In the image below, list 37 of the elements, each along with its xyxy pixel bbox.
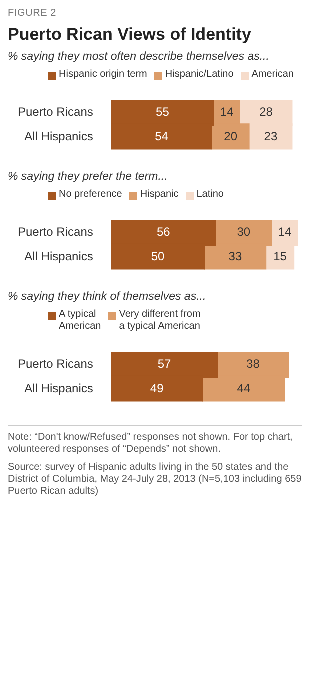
data-label: 54: [155, 130, 169, 144]
data-label: 49: [150, 382, 164, 396]
y-tick-label: All Hispanics: [24, 250, 94, 264]
data-label: 56: [156, 224, 171, 239]
data-label: 44: [237, 382, 251, 396]
data-label: 30: [237, 224, 251, 239]
data-label: 14: [278, 224, 292, 239]
legend-label: American: [252, 69, 294, 81]
legend-label: Very different from a typical American: [119, 309, 201, 333]
y-tick-label: All Hispanics: [24, 382, 94, 396]
y-tick-label: Puerto Ricans: [18, 224, 94, 239]
data-label: 50: [151, 250, 166, 264]
chart-subtitle: % saying they most often describe themselves as...: [8, 51, 270, 63]
caption: FIGURE 2: [8, 8, 58, 19]
legend-label: Hispanic: [140, 189, 179, 201]
data-label: 14: [220, 104, 234, 119]
y-tick-label: Puerto Ricans: [18, 356, 94, 371]
data-label: 20: [224, 130, 238, 144]
chart-subtitle: % saying they prefer the term...: [8, 171, 169, 183]
data-label: 33: [228, 250, 242, 264]
data-label: 15: [274, 250, 288, 264]
legend-label: Hispanic/Latino: [165, 69, 234, 81]
chart-subtitle: % saying they think of themselves as...: [8, 291, 208, 303]
legend-label: No preference: [59, 189, 122, 201]
data-label: 38: [246, 356, 260, 371]
data-label: 57: [158, 356, 172, 371]
y-tick-label: All Hispanics: [24, 130, 94, 144]
data-label: 23: [264, 130, 278, 144]
legend-label: Latino: [196, 189, 224, 201]
chart-title: Puerto Rican Views of Identity: [8, 25, 252, 45]
legend-label: A typical American: [59, 309, 102, 333]
y-tick-label: Puerto Ricans: [18, 104, 94, 119]
legend-label: Hispanic origin term: [59, 69, 148, 81]
text: Note: “Don't know/Refused” responses not shown. For top chart, volunteered responses of “Depends” not shown.: [8, 432, 294, 456]
data-label: 28: [260, 104, 274, 119]
data-label: 55: [156, 104, 170, 119]
source-note: Source: survey of Hispanic adults living in the 50 states and the District of Columbia, May 24-July 28, 2013 (N=5,103 including 659 Puerto Rican adults): [8, 462, 302, 498]
